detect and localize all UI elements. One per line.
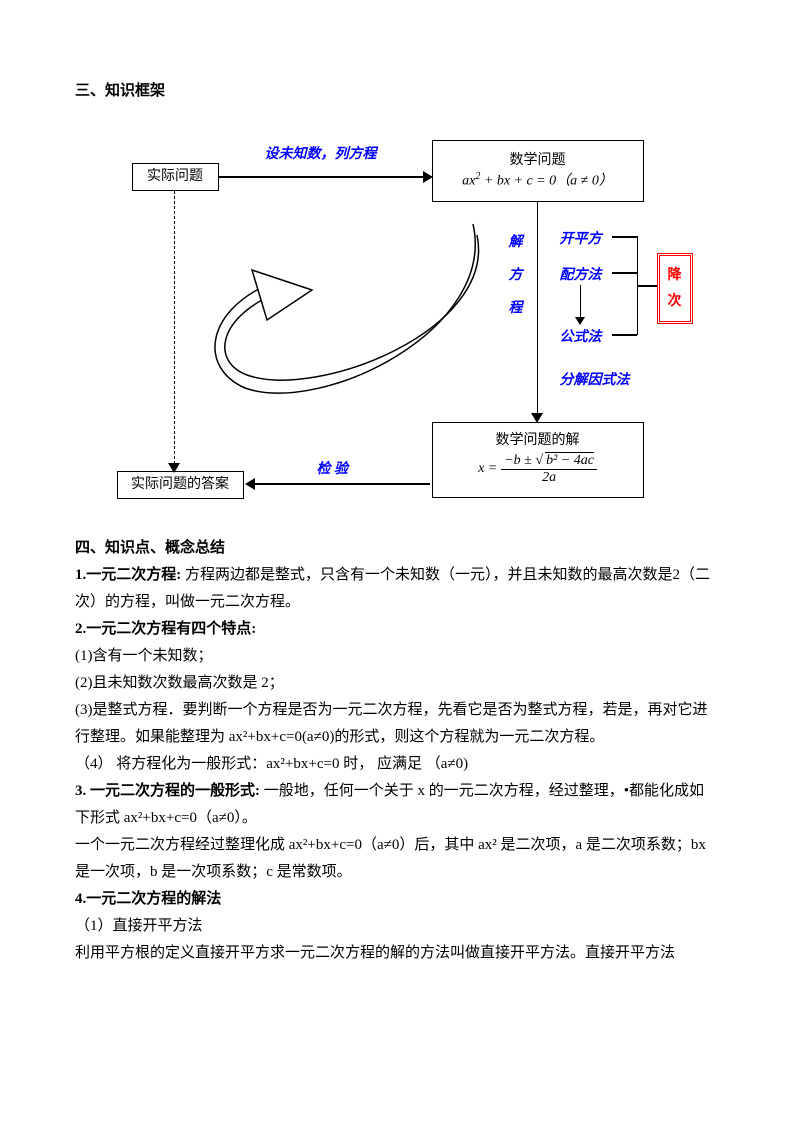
- arrow-pei-to-gongshi: [580, 285, 582, 321]
- text-ci: 次: [668, 289, 682, 314]
- bracket-bot-h: [612, 334, 637, 336]
- p3-lead: 3. 一元二次方程的一般形式:: [75, 783, 260, 799]
- dashed-vertical: [174, 191, 175, 469]
- box-real-problem: 实际问题: [132, 163, 219, 191]
- page: 三、知识框架 实际问题 数学问题 ax2 + bx + c = 0（a ≠ 0）…: [0, 0, 793, 1122]
- text-jiang: 降: [668, 263, 682, 288]
- label-check: 检 验: [317, 457, 349, 482]
- label-kaipingfang: 开平方: [560, 227, 602, 252]
- text-math-solution-title: 数学问题的解: [496, 433, 580, 450]
- para-1: 1.一元二次方程: 方程两边都是整式，只含有一个未知数（一元），并且未知数的最高…: [75, 562, 718, 616]
- bracket-top-h: [612, 236, 637, 238]
- formula-negb: −b ±: [504, 453, 535, 468]
- para-2-2: (2)且未知数次数最高次数是 2；: [75, 670, 718, 697]
- formula-rest: + bx + c = 0（a ≠ 0）: [480, 174, 612, 189]
- bracket-mid-h: [612, 272, 637, 274]
- para-4-text: 利用平方根的定义直接开平方求一元二次方程的解的方法叫做直接开平方法。直接开平方法: [75, 940, 718, 967]
- p1-lead: 1.一元二次方程:: [75, 567, 181, 583]
- arrowhead-solution-to-answer: [245, 478, 255, 490]
- arrowhead-dashed: [168, 463, 180, 473]
- heading-3: 三、知识框架: [75, 78, 718, 105]
- formula-quadratic: x = −b ± √b² − 4ac 2a: [478, 452, 597, 488]
- para-3: 3. 一元二次方程的一般形式: 一般地，任何一个关于 x 的一元二次方程，经过整…: [75, 778, 718, 832]
- label-set-unknown: 设未知数，列方程: [265, 142, 377, 167]
- para-2-1: (1)含有一个未知数；: [75, 643, 718, 670]
- text-real-problem: 实际问题: [147, 164, 203, 189]
- label-solve-1: 解: [509, 230, 523, 255]
- label-solve-3: 程: [509, 296, 523, 321]
- para-2-4: （4） 将方程化为一般形式：ax²+bx+c=0 时， 应满足 （a≠0): [75, 751, 718, 778]
- arrow-solution-to-answer: [254, 483, 430, 485]
- formula-xeq: x =: [478, 461, 497, 478]
- text-math-problem-title: 数学问题: [510, 151, 566, 171]
- text-math-problem-formula: ax2 + bx + c = 0（a ≠ 0）: [462, 170, 613, 191]
- box-real-answer: 实际问题的答案: [117, 471, 244, 499]
- bracket-to-box: [637, 285, 657, 287]
- formula-sqrt: b² − 4ac: [545, 452, 594, 470]
- arrowhead-real-to-math: [423, 171, 433, 183]
- formula-numerator: −b ± √b² − 4ac: [501, 452, 597, 471]
- formula-denom: 2a: [539, 470, 559, 487]
- label-solve-2: 方: [509, 263, 523, 288]
- formula-ax: ax: [462, 174, 475, 189]
- para-2: 2.一元二次方程有四个特点:: [75, 616, 718, 643]
- box-reduce-degree: 降 次: [657, 253, 693, 324]
- para-4: 4.一元二次方程的解法: [75, 886, 718, 913]
- para-3-cont: 一个一元二次方程经过整理化成 ax²+bx+c=0（a≠0）后，其中 ax² 是…: [75, 832, 718, 886]
- text-real-answer: 实际问题的答案: [131, 472, 229, 497]
- label-gongshifa: 公式法: [560, 325, 602, 350]
- box-math-solution: 数学问题的解 x = −b ± √b² − 4ac 2a: [432, 422, 644, 498]
- arrowhead-pei-to-gongshi: [575, 317, 585, 325]
- label-fenjie: 分解因式法: [560, 368, 630, 393]
- arrow-math-down: [537, 202, 539, 420]
- framework-diagram: 实际问题 数学问题 ax2 + bx + c = 0（a ≠ 0） 设未知数，列…: [117, 135, 677, 515]
- curved-arrow: [197, 220, 497, 410]
- para-4-1: （1）直接开平方法: [75, 913, 718, 940]
- heading-4: 四、知识点、概念总结: [75, 535, 718, 562]
- arrow-real-to-math: [219, 176, 430, 178]
- box-math-problem: 数学问题 ax2 + bx + c = 0（a ≠ 0）: [432, 140, 644, 202]
- para-2-3: (3)是整式方程．要判断一个方程是否为一元二次方程，先看它是否为整式方程，若是，…: [75, 697, 718, 751]
- formula-fraction: −b ± √b² − 4ac 2a: [501, 452, 597, 488]
